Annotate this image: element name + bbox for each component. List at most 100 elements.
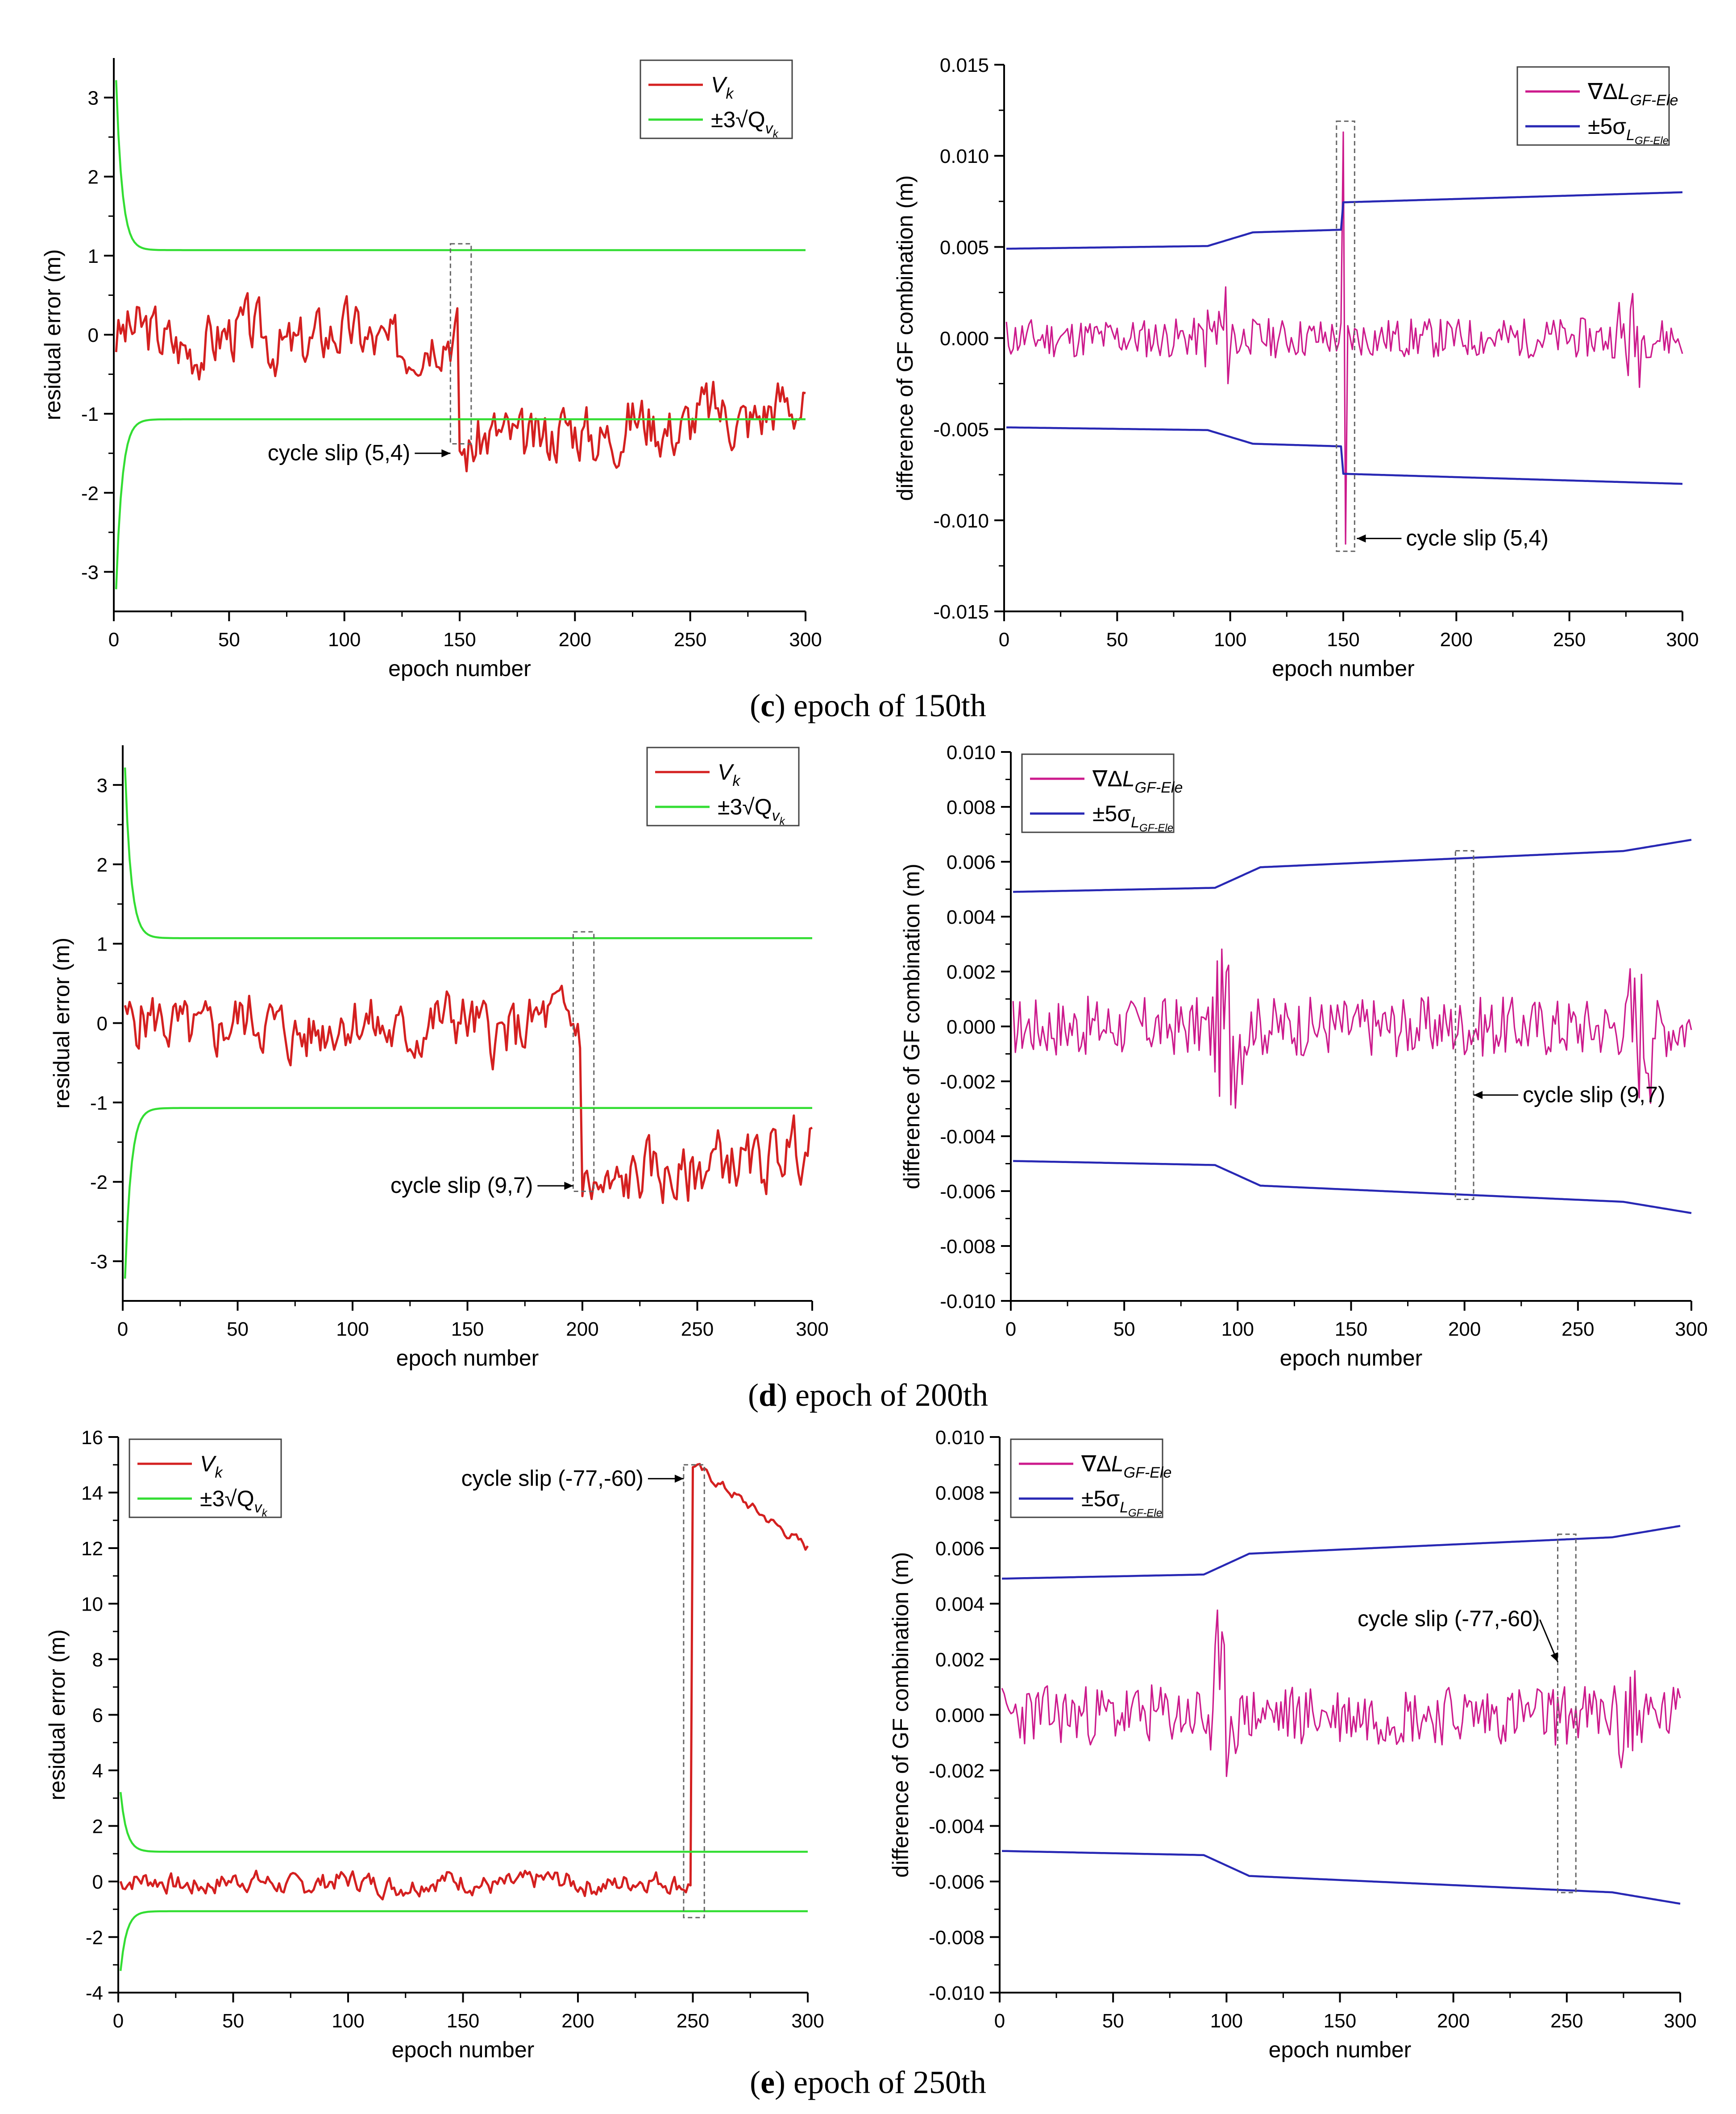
arrow-head-icon xyxy=(1357,534,1366,543)
legend-box xyxy=(129,1438,282,1518)
y-tick-label: 0.010 xyxy=(947,742,996,764)
series-line-red xyxy=(124,984,813,1204)
y-tick-label: 1 xyxy=(97,934,108,955)
y-tick-label: -0.008 xyxy=(940,1236,996,1258)
annotation-label: cycle slip (5,4) xyxy=(1406,526,1549,551)
x-tick-label: 200 xyxy=(1448,1318,1481,1340)
cycle-slip-box xyxy=(1454,850,1474,1200)
series-line-green xyxy=(119,1792,808,1853)
chart-d-left: 0 50 100 150 200 250 300 -3 -2 -1 0 1 2 3 epoch number… xyxy=(49,745,829,1371)
x-tick-label: 150 xyxy=(447,2010,479,2032)
legend: ∇ΔLGF-Ele ±5σLGF-Ele xyxy=(1021,753,1183,834)
y-tick-label: -1 xyxy=(90,1092,108,1114)
legend-label: ±5σLGF-Ele xyxy=(1081,1486,1162,1519)
y-axis-label: residual error (m) xyxy=(45,1629,70,1800)
x-tick-label: 0 xyxy=(994,2010,1005,2032)
y-tick-label: 0.004 xyxy=(947,906,996,928)
y-tick-label: 2 xyxy=(88,166,99,188)
x-tick-label: 250 xyxy=(681,1318,714,1340)
y-tick-label: -0.004 xyxy=(929,1816,984,1838)
y-tick-label: -0.010 xyxy=(940,1291,996,1312)
x-tick-label: 150 xyxy=(443,629,476,651)
legend: Vk ±3√Qvk xyxy=(129,1438,282,1519)
y-tick-label: -3 xyxy=(81,561,99,583)
y-axis-label: difference of GF combination (m) xyxy=(899,864,924,1189)
x-tick-label: 100 xyxy=(1210,2010,1243,2032)
x-tick-label: 150 xyxy=(451,1318,484,1340)
series-line-blue xyxy=(1002,1850,1681,1905)
legend-label: ∇ΔLGF-Ele xyxy=(1587,79,1678,109)
x-axis-label: epoch number xyxy=(1280,1346,1423,1371)
x-axis-label: epoch number xyxy=(1272,656,1415,681)
series-line-magenta xyxy=(1001,1609,1681,1777)
y-tick-label: -0.005 xyxy=(933,419,989,441)
y-tick-label: -2 xyxy=(90,1171,108,1193)
x-tick-label: 50 xyxy=(1106,629,1128,651)
x-axis-label: epoch number xyxy=(388,656,531,681)
y-tick-label: 0.010 xyxy=(935,1427,984,1449)
x-tick-label: 0 xyxy=(108,629,119,651)
y-tick-label: -0.004 xyxy=(940,1126,996,1148)
x-tick-label: 150 xyxy=(1327,629,1359,651)
y-tick-label: 10 xyxy=(81,1594,103,1616)
series-line-blue xyxy=(1002,1524,1681,1580)
chart-c-left: 0 50 100 150 200 250 300 -3 -2 -1 0 1 2 3 epoch number… xyxy=(40,58,822,681)
cycle-slip-box xyxy=(683,1464,705,1919)
y-tick-label: 0.006 xyxy=(947,851,996,873)
x-tick-label: 300 xyxy=(796,1318,828,1340)
y-tick-label: 3 xyxy=(88,87,99,109)
y-tick-label: -0.006 xyxy=(940,1181,996,1203)
y-tick-label: 0.000 xyxy=(947,1016,996,1038)
legend-label: Vk xyxy=(711,72,734,102)
x-tick-label: 100 xyxy=(1221,1318,1254,1340)
arrow-head-icon xyxy=(441,449,451,457)
panel-caption: (e) epoch of 250th xyxy=(750,2064,986,2100)
y-tick-label: 0.002 xyxy=(935,1649,984,1671)
y-tick-label: 1 xyxy=(88,245,99,267)
annotation-label: cycle slip (-77,-60) xyxy=(461,1466,643,1491)
x-tick-label: 250 xyxy=(1550,2010,1583,2032)
y-tick-label: 0.015 xyxy=(940,54,989,76)
legend-label: ±5σLGF-Ele xyxy=(1092,801,1173,834)
legend-label: ±3√Qvk xyxy=(711,107,779,140)
x-tick-label: 300 xyxy=(1664,2010,1696,2032)
x-tick-label: 300 xyxy=(1666,629,1699,651)
y-tick-label: 0.005 xyxy=(940,237,989,258)
annotation-label: cycle slip (9,7) xyxy=(390,1173,533,1198)
legend-label: ∇ΔLGF-Ele xyxy=(1081,1451,1171,1481)
x-axis-label: epoch number xyxy=(396,1346,539,1371)
y-tick-label: -0.010 xyxy=(929,1982,984,2004)
annotation-label: cycle slip (-77,-60) xyxy=(1358,1606,1540,1631)
legend-box xyxy=(1021,753,1175,833)
x-tick-label: 50 xyxy=(222,2010,244,2032)
arrow-head-icon xyxy=(674,1474,684,1483)
legend-box xyxy=(646,747,800,826)
series-line-magenta xyxy=(1012,948,1692,1109)
cycle-slip-annotation: cycle slip (9,7) xyxy=(390,1173,573,1198)
x-tick-label: 250 xyxy=(674,629,706,651)
cycle-slip-annotation: cycle slip (-77,-60) xyxy=(1358,1606,1558,1662)
x-tick-label: 300 xyxy=(789,629,822,651)
y-tick-label: 0.008 xyxy=(947,797,996,818)
y-tick-label: -0.015 xyxy=(933,601,989,623)
y-tick-label: 3 xyxy=(97,775,108,797)
x-tick-label: 200 xyxy=(561,2010,594,2032)
x-tick-label: 300 xyxy=(1675,1318,1707,1340)
x-tick-label: 250 xyxy=(677,2010,709,2032)
x-tick-label: 100 xyxy=(336,1318,369,1340)
cycle-slip-box xyxy=(449,243,472,444)
x-tick-label: 100 xyxy=(332,2010,364,2032)
x-tick-label: 200 xyxy=(559,629,591,651)
x-axis-label: epoch number xyxy=(1269,2037,1412,2062)
y-axis-label: residual error (m) xyxy=(49,938,74,1109)
legend: Vk ±3√Qvk xyxy=(640,59,793,140)
series-line-green xyxy=(124,767,812,939)
y-tick-label: 2 xyxy=(92,1816,103,1838)
y-tick-label: 0.000 xyxy=(935,1705,984,1727)
series-line-blue xyxy=(1006,426,1683,485)
y-tick-label: 0.010 xyxy=(940,145,989,167)
series-line-green xyxy=(115,80,806,251)
x-tick-label: 100 xyxy=(328,629,361,651)
panel-caption: (c) epoch of 150th xyxy=(750,688,986,723)
